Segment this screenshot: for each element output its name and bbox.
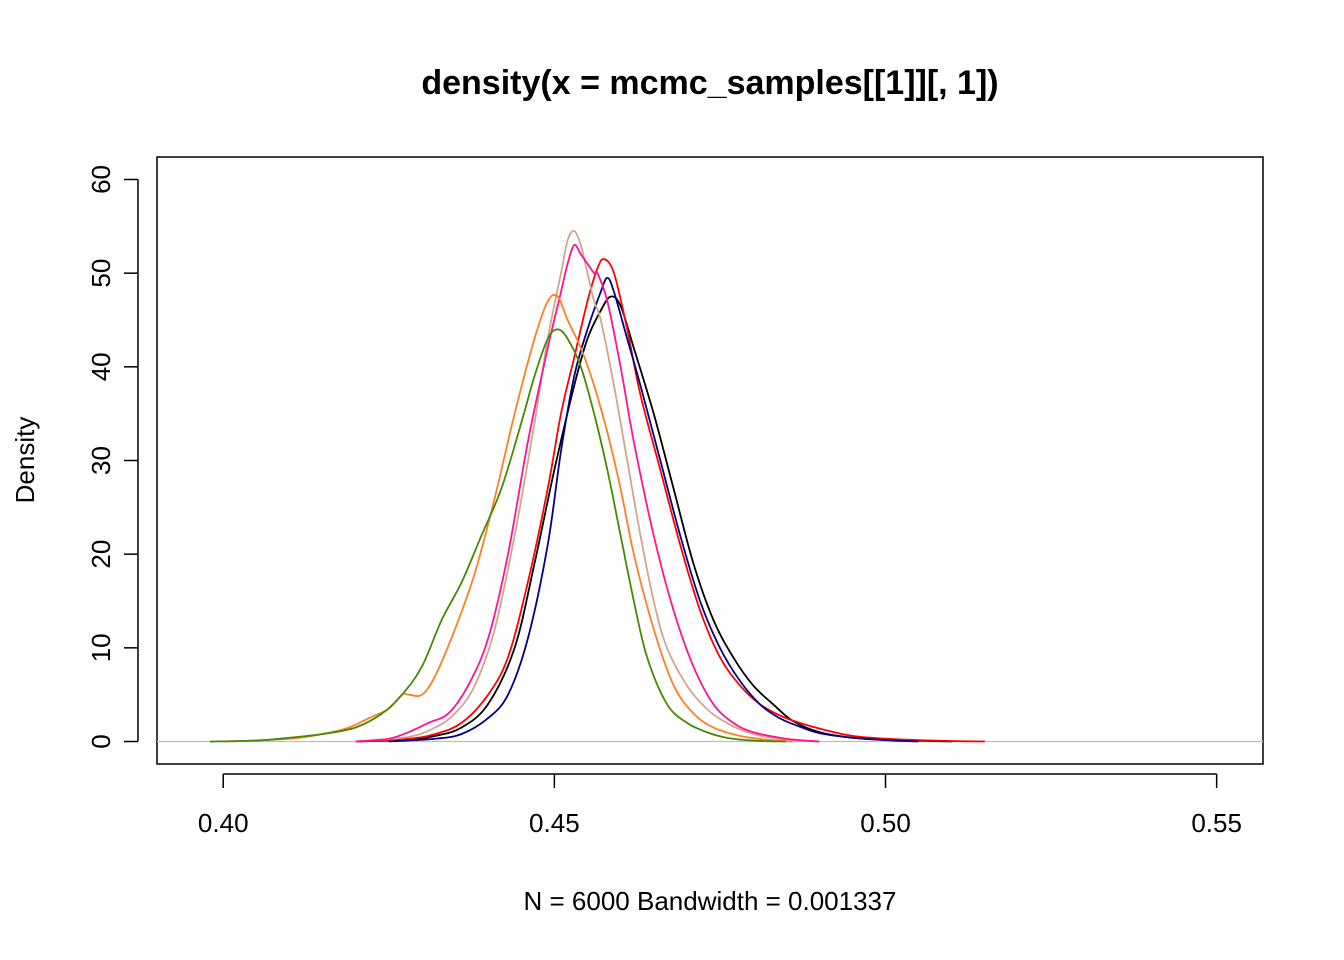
y-axis-label: Density: [10, 417, 40, 504]
x-tick-label: 0.55: [1191, 808, 1242, 838]
x-axis: 0.40 0.45 0.50 0.55: [198, 773, 1242, 838]
y-tick-label: 30: [86, 446, 116, 475]
density-line-4: [355, 229, 820, 743]
density-line-5: [355, 243, 820, 743]
density-line-6: [223, 293, 793, 743]
chart-title: density(x = mcmc_samples[[1]][, 1]): [421, 64, 998, 102]
y-tick-label: 60: [86, 165, 116, 194]
density-line-1: [355, 295, 952, 743]
y-tick-label: 40: [86, 352, 116, 381]
y-axis: 0 10 20 30 40 50 60: [86, 165, 139, 749]
y-tick-label: 50: [86, 259, 116, 288]
x-tick-label: 0.50: [860, 808, 911, 838]
x-axis-label: N = 6000 Bandwidth = 0.001337: [524, 886, 897, 916]
density-line-7: [209, 328, 787, 743]
density-line-3: [388, 276, 919, 743]
x-tick-label: 0.40: [198, 808, 249, 838]
x-tick-label: 0.45: [529, 808, 580, 838]
y-tick-label: 10: [86, 633, 116, 662]
y-tick-label: 20: [86, 540, 116, 569]
y-tick-label: 0: [86, 734, 116, 748]
density-series-group: [209, 229, 985, 743]
plot-frame: [156, 156, 1264, 765]
